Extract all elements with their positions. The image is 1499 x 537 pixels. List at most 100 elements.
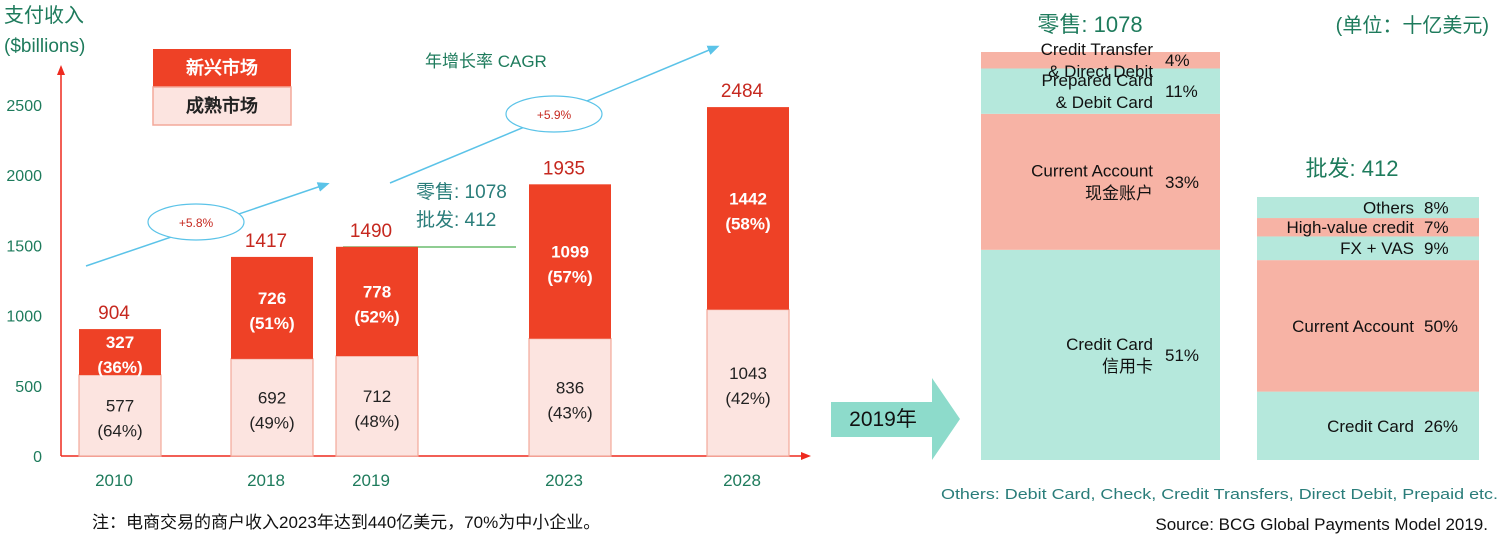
bar-mature-2019 (335, 355, 419, 457)
cagr-rate-1: +5.8% (179, 216, 214, 230)
bar-total-label: 1490 (350, 221, 392, 242)
mature-value-label: 712 (363, 387, 391, 406)
segment-credit-card (1257, 391, 1479, 460)
segment-pct: 51% (1165, 346, 1199, 365)
segment-pct: 7% (1424, 218, 1449, 237)
segment-label: 信用卡 (1102, 357, 1153, 376)
bar-mature-2010 (78, 374, 162, 457)
segment-current-account (981, 113, 1220, 250)
segment-prepared-card (981, 68, 1220, 114)
footnote-others: Others: Debit Card, Check, Credit Transf… (941, 486, 1498, 503)
bar-mature-2018 (230, 358, 314, 457)
emerging-value-label: 1442 (729, 189, 767, 208)
emerging-value-label: 1099 (551, 242, 589, 261)
footnote-source: Source: BCG Global Payments Model 2019. (1155, 515, 1488, 534)
wholesale-title: 批发: 412 (1306, 156, 1399, 181)
emerging-value-label: 778 (363, 282, 391, 301)
y-tick-label: 0 (33, 449, 42, 466)
y-axis-title-line2: ($billions) (4, 36, 85, 57)
segment-pct: 11% (1165, 82, 1198, 101)
mature-pct-label: (64%) (97, 421, 142, 440)
split-retail: 零售: 1078 (416, 181, 507, 203)
segment-label: Credit Card (1327, 417, 1414, 436)
segment-label: Current Account (1031, 162, 1153, 181)
mature-value-label: 692 (258, 388, 286, 407)
segment-label: & Debit Card (1056, 93, 1153, 112)
segment-label: Credit Card (1066, 335, 1153, 354)
segment-pct: 33% (1165, 173, 1199, 192)
retail-title: 零售: 1078 (1037, 12, 1142, 37)
wholesale-composition-bar: Credit Card 26% Current Account 50% FX + VAS… (1257, 197, 1479, 460)
mature-value-label: 1043 (729, 364, 767, 383)
left-stacked-bar-chart: 0 500 1000 1500 2000 2500 577 (64%) 327 (36%) 904 2… (6, 65, 811, 490)
y-tick-label: 1000 (6, 309, 42, 326)
segment-fx-vas (1257, 236, 1479, 261)
y-tick-label: 500 (15, 379, 42, 396)
mature-value-label: 836 (556, 378, 584, 397)
y-tick-label: 2500 (6, 98, 42, 115)
legend: 新兴市场 成熟市场 (152, 49, 292, 126)
bar-emerging-2028 (707, 107, 789, 310)
legend-mature-swatch (152, 86, 292, 126)
bar-mature-2023 (528, 338, 612, 457)
emerging-value-label: 327 (106, 333, 134, 352)
legend-emerging-swatch (153, 49, 291, 87)
emerging-pct-label: (36%) (97, 358, 142, 377)
bar-emerging-2023 (529, 184, 611, 339)
emerging-pct-label: (52%) (354, 307, 399, 326)
bar-total-label: 1935 (543, 158, 585, 179)
bar-emerging-2010 (79, 329, 161, 375)
cagr-title: 年增长率 CAGR (425, 52, 547, 71)
mature-pct-label: (43%) (547, 403, 592, 422)
cagr-bubble-1 (147, 203, 245, 241)
segment-pct: 4% (1165, 51, 1190, 70)
segment-pct: 26% (1424, 417, 1458, 436)
segment-current-account (1257, 260, 1479, 392)
segment-credit-transfer (981, 52, 1220, 69)
segment-pct: 50% (1424, 317, 1458, 336)
x-tick-label: 2019 (352, 471, 390, 490)
emerging-value-label: 726 (258, 289, 286, 308)
retail-composition-bar: Credit Card 信用卡 51% Current Account 现金账户 33% P… (981, 40, 1220, 460)
segment-pct: 8% (1424, 198, 1449, 217)
segment-label: Others (1363, 198, 1414, 217)
segment-credit-card (981, 249, 1220, 460)
bar-emerging-2018 (231, 256, 313, 359)
bar-total-label: 1417 (245, 231, 287, 252)
legend-mature-label: 成熟市场 (186, 95, 258, 116)
mature-pct-label: (49%) (249, 413, 294, 432)
bar-mature-2028 (706, 308, 790, 457)
bar-emerging-2019 (336, 246, 418, 357)
cagr-rate-2: +5.9% (537, 108, 572, 122)
segment-label: Prepared Card (1041, 71, 1153, 90)
segment-label: FX + VAS (1340, 239, 1414, 258)
bar-total-label: 2484 (721, 81, 764, 102)
segment-label: Credit Transfer (1041, 40, 1154, 59)
unit-label: (单位：十亿美元) (1336, 14, 1489, 37)
emerging-pct-label: (57%) (547, 267, 592, 286)
y-tick-label: 2000 (6, 168, 42, 185)
y-axis-title-line1: 支付收入 (4, 4, 84, 27)
year-transition-arrow: 2019年 (831, 378, 960, 460)
x-tick-label: 2023 (545, 471, 583, 490)
y-tick-label: 1500 (6, 238, 42, 255)
split-wholesale: 批发: 412 (416, 209, 496, 231)
mature-pct-label: (42%) (725, 389, 770, 408)
x-tick-label: 2018 (247, 471, 285, 490)
segment-others (1257, 197, 1479, 219)
segment-high-value-credit (1257, 218, 1479, 237)
segment-pct: 9% (1424, 239, 1449, 258)
transition-arrow-label: 2019年 (849, 408, 917, 431)
segment-label: & Direct Debit (1048, 62, 1153, 81)
x-tick-label: 2010 (95, 471, 133, 490)
segment-label: Current Account (1292, 317, 1414, 336)
legend-emerging-label: 新兴市场 (186, 57, 258, 78)
emerging-pct-label: (51%) (249, 314, 294, 333)
segment-label: 现金账户 (1085, 184, 1153, 203)
x-tick-label: 2028 (723, 471, 761, 490)
cagr-bubble-2 (505, 95, 603, 133)
mature-pct-label: (48%) (354, 412, 399, 431)
emerging-pct-label: (58%) (725, 214, 770, 233)
footnote-ecommerce: 注：电商交易的商户收入2023年达到440亿美元，70%为中小企业。 (92, 513, 600, 532)
